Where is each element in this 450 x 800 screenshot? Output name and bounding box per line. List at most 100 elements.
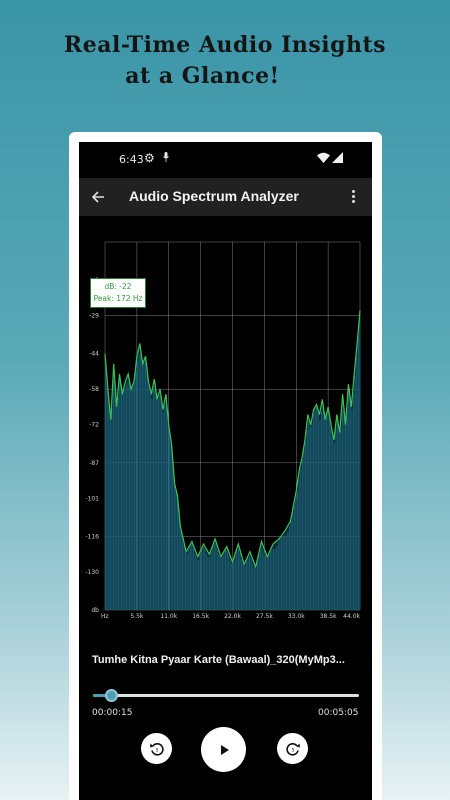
spectrum-bar xyxy=(212,546,214,610)
x-tick-label: 38.5k xyxy=(320,613,337,620)
spectrum-bar xyxy=(189,545,191,610)
seek-thumb[interactable] xyxy=(105,689,119,702)
spectrum-bar xyxy=(220,558,222,610)
spectrum-bar xyxy=(159,396,161,610)
app-title: Audio Spectrum Analyzer xyxy=(129,188,299,204)
spectrum-bar xyxy=(135,371,137,610)
spectrum-bar xyxy=(261,547,263,610)
y-tick-label: -72 xyxy=(89,422,99,429)
spectrum-chart[interactable]: 0-29-44-58-72-87-101-116-130dbHz5.5k11.0… xyxy=(79,232,372,632)
spectrum-bar xyxy=(292,512,294,610)
spectrum-bar xyxy=(173,478,175,610)
y-tick-label: -29 xyxy=(89,313,99,320)
spectrum-bar xyxy=(249,556,251,610)
spectrum-bar xyxy=(132,386,134,610)
spectrum-bar xyxy=(105,359,107,610)
spectrum-bar xyxy=(354,375,356,610)
spectrum-bar xyxy=(170,442,172,610)
spectrum-bar xyxy=(149,393,151,610)
forward-button[interactable]: 5 xyxy=(277,733,308,764)
spectrum-bar xyxy=(274,548,276,610)
spectrum-bar xyxy=(239,553,241,610)
spectrum-bar xyxy=(244,565,246,610)
spectrum-bar xyxy=(269,551,271,610)
spectrum-bar xyxy=(330,427,332,610)
spectrum-bar xyxy=(137,360,139,610)
spectrum-bar xyxy=(281,536,283,610)
spectrum-bar xyxy=(202,547,204,610)
spectrum-bar xyxy=(242,563,244,610)
spectrum-bar xyxy=(290,520,292,610)
back-arrow-icon[interactable] xyxy=(89,188,107,206)
spectrum-bar xyxy=(295,499,297,610)
spectrum-bar xyxy=(341,410,343,610)
seek-track[interactable] xyxy=(93,694,359,697)
spectrum-bar xyxy=(351,409,353,610)
spectrum-bar xyxy=(148,384,150,610)
spectrum-bar xyxy=(258,554,260,610)
spectrum-bar xyxy=(127,382,129,610)
spectrum-bar xyxy=(319,420,321,610)
spectrum-bar xyxy=(226,549,228,610)
spectrum-bar xyxy=(298,479,300,610)
spectrum-bar xyxy=(245,560,247,610)
spectrum-bar xyxy=(228,555,230,610)
spectrum-bar xyxy=(297,491,299,610)
more-vert-icon[interactable] xyxy=(349,188,357,206)
spectrum-bar xyxy=(138,354,140,610)
spectrum-bar xyxy=(337,415,339,610)
spectrum-bar xyxy=(252,563,254,610)
spectrum-bar xyxy=(263,552,265,610)
spectrum-bar xyxy=(260,549,262,610)
x-tick-label: 5.5k xyxy=(130,613,144,620)
spectrum-bar xyxy=(305,441,307,610)
spectrum-bar xyxy=(121,384,123,610)
spectrum-bar xyxy=(188,548,190,610)
spectrum-bar xyxy=(284,536,286,610)
spectrum-bar xyxy=(247,557,249,610)
spectrum-bar xyxy=(151,399,153,610)
spectrum-bar xyxy=(221,556,223,610)
spectrum-bar xyxy=(153,388,155,610)
seek-bar[interactable] xyxy=(93,687,359,705)
spectrum-bar xyxy=(111,408,113,610)
spectrum-bar xyxy=(154,381,156,610)
x-tick-label: 27.5k xyxy=(256,613,273,620)
spectrum-bar xyxy=(332,436,334,610)
spectrum-bar xyxy=(109,409,111,610)
spectrum-bar xyxy=(253,566,255,610)
phone-screen: 6:43 ⚙ Audio Spectrum Analyzer 0-29-44-5… xyxy=(79,142,372,800)
spectrum-bar xyxy=(213,543,215,610)
svg-text:5: 5 xyxy=(155,747,158,753)
spectrum-bar xyxy=(265,555,267,610)
spectrum-bar xyxy=(223,552,225,610)
spectrum-bar xyxy=(287,531,289,610)
spectrum-bar xyxy=(349,395,351,610)
spectrum-bar xyxy=(289,526,291,610)
spectrum-bar xyxy=(303,449,305,610)
x-tick-label: 16.5k xyxy=(192,613,209,620)
spectrum-bar xyxy=(186,554,188,610)
spectrum-bar xyxy=(316,406,318,610)
spectrum-bar xyxy=(322,404,324,610)
spectrum-bar xyxy=(177,494,179,610)
y-tick-label: -44 xyxy=(89,351,99,358)
spectrum-bar xyxy=(156,392,158,610)
spectrum-bar xyxy=(117,397,119,610)
status-time: 6:43 xyxy=(119,153,144,166)
spectrum-bar xyxy=(124,389,126,610)
y-tick-label: db xyxy=(91,607,99,614)
spectrum-bar xyxy=(335,428,337,610)
spectrum-bar xyxy=(268,554,270,610)
play-icon xyxy=(220,744,229,755)
play-button[interactable] xyxy=(201,727,246,772)
spectrum-bar xyxy=(313,413,315,610)
total-time: 00:05:05 xyxy=(318,708,359,718)
spectrum-bar xyxy=(359,317,361,610)
spectrum-bar xyxy=(333,442,335,610)
rewind-button[interactable]: 5 xyxy=(141,733,172,764)
spectrum-bar xyxy=(146,367,148,610)
spectrum-bar xyxy=(293,505,295,610)
spectrum-bar xyxy=(164,405,166,610)
headline-line-1: Real-Time Audio Insights xyxy=(63,32,387,58)
